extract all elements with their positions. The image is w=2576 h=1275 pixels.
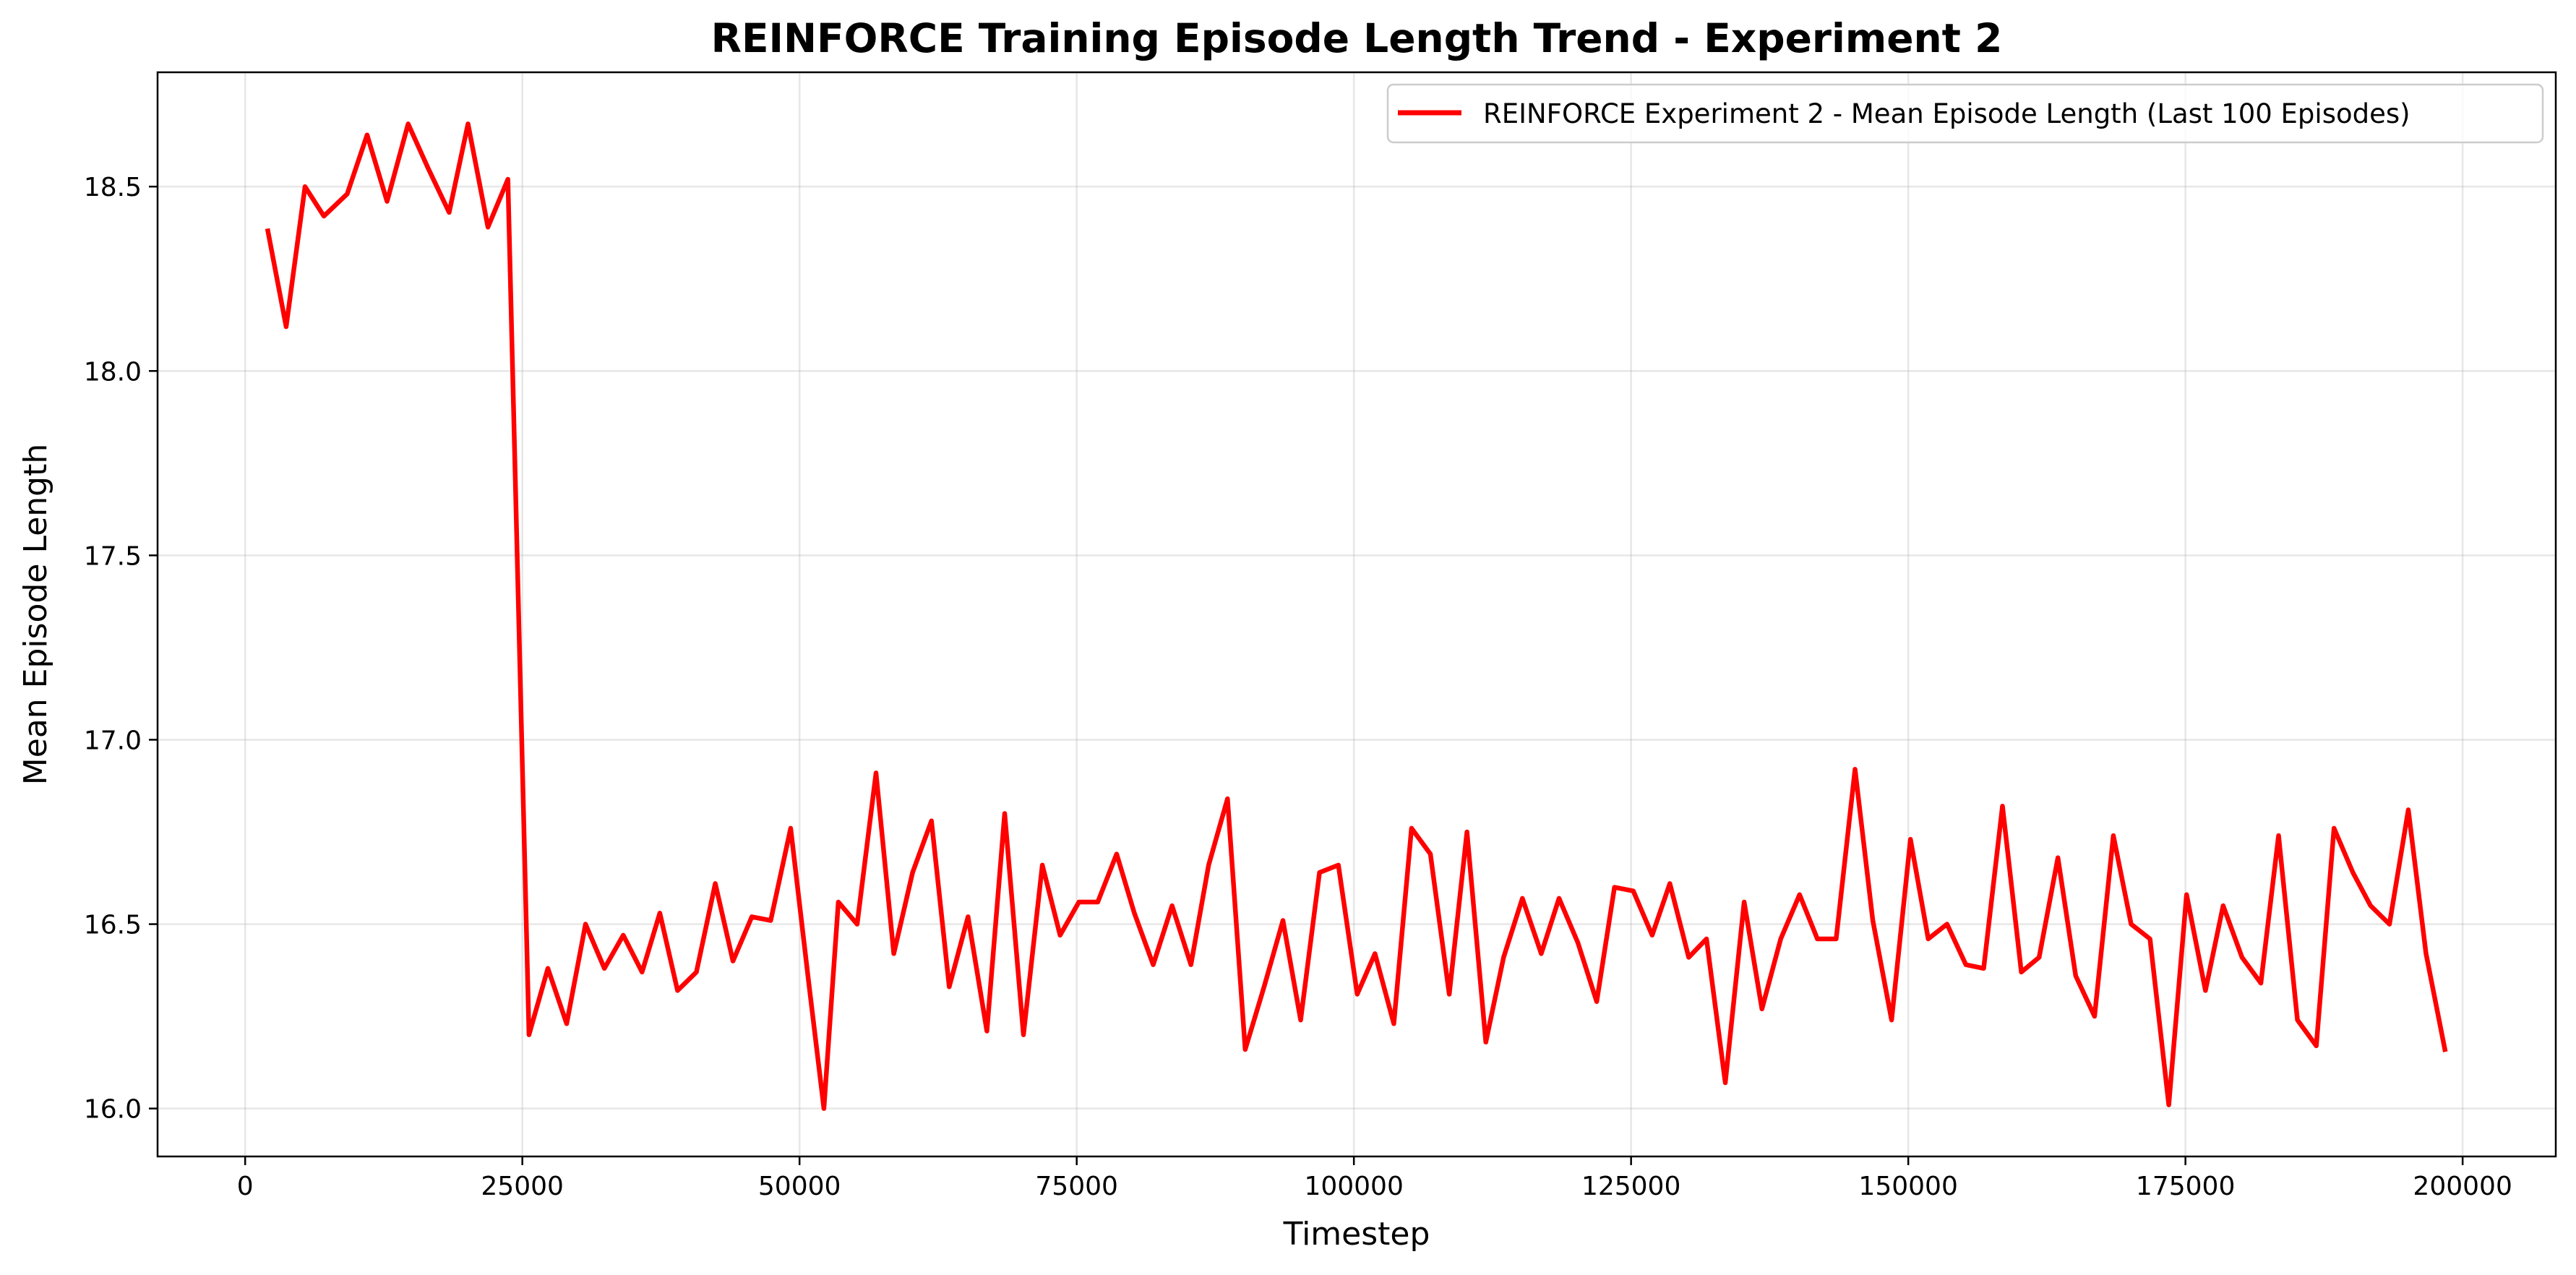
- x-tick-label: 25000: [481, 1172, 564, 1201]
- series-line: [265, 121, 2448, 1111]
- plot-frame: [156, 71, 2557, 1158]
- y-axis-label: Mean Episode Length: [17, 444, 54, 785]
- legend: REINFORCE Experiment 2 - Mean Episode Le…: [1386, 83, 2544, 144]
- legend-label: REINFORCE Experiment 2 - Mean Episode Le…: [1483, 98, 2410, 129]
- x-tick-label: 100000: [1304, 1172, 1403, 1201]
- y-tick-label: 18.5: [84, 173, 142, 202]
- x-tick-label: 175000: [2136, 1172, 2235, 1201]
- x-tick-label: 75000: [1035, 1172, 1118, 1201]
- chart-title: REINFORCE Training Episode Length Trend …: [711, 15, 2003, 61]
- x-tick-label: 0: [237, 1172, 254, 1201]
- x-tick-label: 200000: [2413, 1172, 2512, 1201]
- series-group: [265, 121, 2448, 1111]
- y-tick-label: 16.0: [84, 1095, 142, 1125]
- x-tick-label: 150000: [1858, 1172, 1957, 1201]
- y-tick-label: 16.5: [84, 911, 142, 940]
- ticks: 0 25000 50000 75000 100000 125000 150000 175000…: [84, 173, 2512, 1201]
- y-tick-label: 17.0: [84, 726, 142, 755]
- x-tick-label: 125000: [1581, 1172, 1680, 1201]
- x-tick-label: 50000: [758, 1172, 841, 1201]
- y-tick-label: 17.5: [84, 541, 142, 571]
- grid: [158, 72, 2556, 1156]
- x-axis-label: Timestep: [1283, 1216, 1430, 1253]
- legend-box: [1386, 83, 2544, 144]
- y-tick-label: 18.0: [84, 357, 142, 387]
